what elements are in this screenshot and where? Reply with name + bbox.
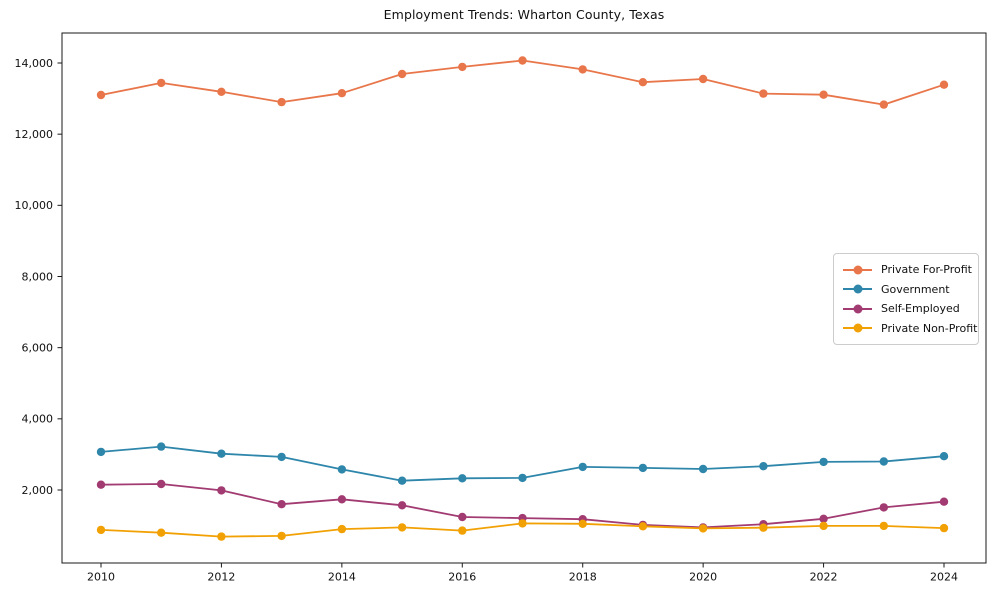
- data-point-marker: [458, 474, 467, 483]
- legend-label: Self-Employed: [881, 302, 960, 316]
- data-point-marker: [759, 462, 768, 471]
- data-point-marker: [879, 457, 888, 466]
- y-tick-label: 8,000: [22, 270, 54, 283]
- data-point-marker: [638, 78, 648, 87]
- y-tick-label: 6,000: [22, 341, 54, 354]
- y-tick-label: 2,000: [22, 484, 54, 497]
- data-point-marker: [458, 526, 467, 535]
- y-tick-label: 14,000: [15, 57, 54, 70]
- data-point-marker: [217, 87, 226, 97]
- legend-line-marker-icon: [843, 323, 872, 333]
- axes-frame: [61, 32, 987, 564]
- chart-title: Employment Trends: Wharton County, Texas: [383, 7, 665, 22]
- x-axis-ticks: 2010 2012 2014 2016 2018 2020 2022 2024: [87, 563, 958, 584]
- data-point-marker: [518, 56, 527, 65]
- legend-item-self-employed: Self-Employed: [843, 300, 969, 317]
- data-point-marker: [819, 514, 828, 523]
- data-point-marker: [397, 69, 407, 79]
- data-point-marker: [698, 464, 708, 474]
- data-point-marker: [397, 476, 407, 485]
- data-point-marker: [217, 486, 226, 495]
- data-point-marker: [578, 65, 587, 74]
- data-point-marker: [277, 500, 286, 509]
- data-point-marker: [96, 90, 106, 100]
- data-point-marker: [518, 519, 527, 528]
- data-point-marker: [96, 525, 106, 535]
- data-point-marker: [819, 457, 828, 467]
- series-government: [96, 442, 949, 485]
- data-point-marker: [277, 452, 286, 462]
- y-tick-label: 10,000: [15, 199, 54, 212]
- y-axis-ticks: 2,000 4,000 6,000 8,000 10,000 12,000 14,000: [15, 57, 62, 497]
- x-tick-label: 2020: [689, 571, 717, 584]
- data-point-marker: [638, 522, 648, 531]
- x-tick-label: 2022: [810, 571, 838, 584]
- data-point-marker: [337, 524, 347, 534]
- data-point-marker: [698, 74, 708, 84]
- data-point-marker: [458, 512, 467, 522]
- data-point-marker: [217, 449, 226, 458]
- series-private-non-profit: [96, 519, 949, 541]
- series-self-employed: [96, 479, 949, 532]
- y-tick-label: 4,000: [22, 413, 54, 426]
- y-tick-label: 12,000: [15, 128, 54, 141]
- legend-label: Private For-Profit: [881, 263, 972, 276]
- legend: Private For-Profit Government Self-Emplo…: [833, 253, 979, 345]
- data-point-marker: [277, 531, 286, 541]
- data-point-marker: [157, 479, 166, 489]
- data-point-marker: [518, 473, 527, 483]
- data-point-marker: [879, 503, 888, 512]
- data-point-marker: [337, 89, 347, 98]
- data-point-marker: [277, 97, 286, 107]
- data-point-marker: [819, 521, 828, 531]
- data-point-marker: [879, 521, 888, 531]
- data-point-marker: [397, 523, 407, 532]
- data-point-marker: [759, 89, 768, 98]
- x-tick-label: 2010: [87, 571, 115, 584]
- data-point-marker: [217, 532, 226, 541]
- legend-line-marker-icon: [843, 265, 872, 274]
- data-point-marker: [337, 495, 347, 504]
- data-point-marker: [759, 523, 768, 532]
- data-point-marker: [879, 100, 888, 109]
- data-point-marker: [939, 523, 949, 533]
- legend-line-marker-icon: [843, 304, 872, 314]
- series-line: [100, 59, 945, 106]
- x-tick-label: 2016: [448, 571, 476, 584]
- data-point-marker: [939, 497, 949, 506]
- x-tick-label: 2024: [930, 571, 958, 584]
- x-tick-label: 2014: [328, 571, 356, 584]
- data-point-marker: [939, 80, 949, 89]
- data-point-marker: [458, 62, 467, 72]
- legend-item-private-for-profit: Private For-Profit: [843, 261, 972, 278]
- data-point-marker: [157, 78, 166, 88]
- legend-item-government: Government: [843, 281, 969, 298]
- data-point-marker: [698, 524, 708, 533]
- data-point-marker: [638, 463, 648, 473]
- x-tick-label: 2012: [207, 571, 235, 584]
- series-private-for-profit: [96, 56, 949, 109]
- data-point-marker: [397, 501, 407, 510]
- data-point-marker: [578, 519, 587, 528]
- data-point-marker: [96, 480, 106, 489]
- data-point-marker: [819, 90, 828, 99]
- data-point-marker: [96, 447, 106, 457]
- data-point-marker: [337, 465, 347, 474]
- legend-label: Government: [881, 282, 950, 296]
- legend-item-private-non-profit: Private Non-Profit: [843, 320, 977, 337]
- x-tick-label: 2018: [569, 571, 597, 584]
- data-point-marker: [157, 528, 166, 537]
- legend-line-marker-icon: [843, 284, 872, 294]
- legend-label: Private Non-Profit: [881, 321, 978, 335]
- data-point-marker: [578, 462, 587, 472]
- data-point-marker: [939, 452, 949, 461]
- data-point-marker: [157, 442, 166, 451]
